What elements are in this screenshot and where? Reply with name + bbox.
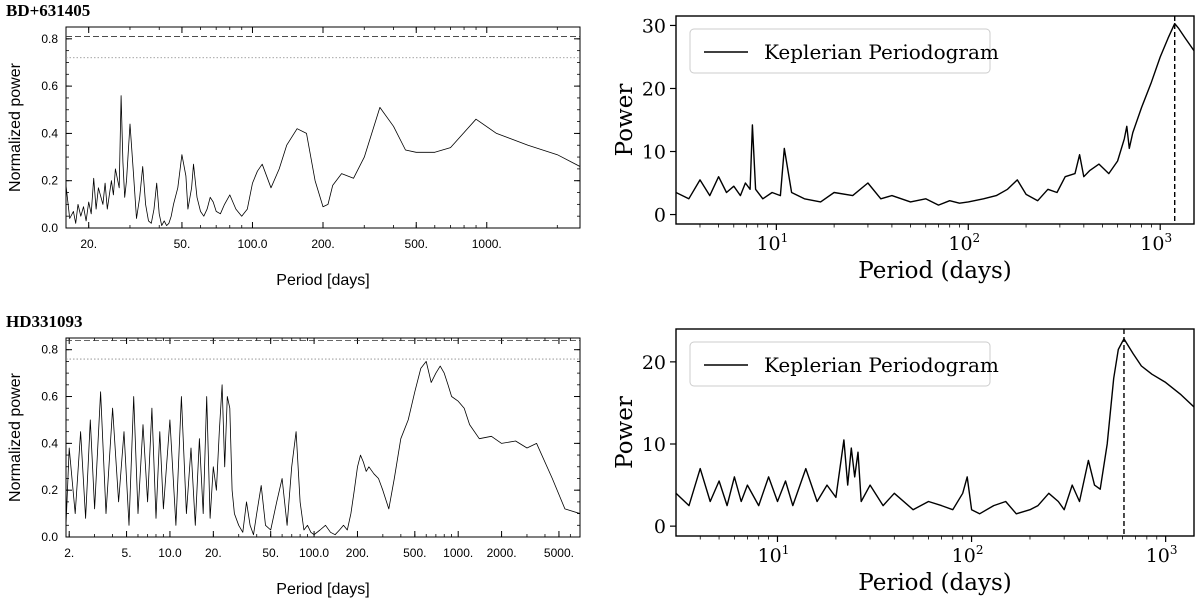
y-tick-label: 10: [642, 434, 666, 456]
x-tick-label: 102: [948, 231, 980, 255]
x-tick-base: 10: [756, 233, 780, 255]
y-tick-label: 0.2: [41, 174, 58, 188]
x-tick-label: 20.: [80, 237, 97, 251]
x-tick-label: 5000.: [544, 546, 574, 560]
y-tick-label: 0.8: [41, 343, 58, 357]
x-tick-label: 200.: [311, 237, 334, 251]
series-line-0: [66, 361, 580, 536]
series-line-0: [676, 338, 1194, 515]
x-tick-label: 102: [952, 543, 984, 567]
x-axis-label: Period [days]: [276, 272, 369, 289]
x-axis-label: Period (days): [858, 570, 1011, 596]
y-tick-label: 0.8: [41, 32, 58, 46]
plot-frame: [65, 337, 581, 538]
x-tick-label: 200.: [346, 546, 369, 560]
x-tick-label: 100.0: [237, 237, 267, 251]
x-tick-label: 2000.: [487, 546, 517, 560]
x-tick-label: 2.: [64, 546, 74, 560]
y-tick-label: 30: [642, 15, 666, 37]
y-tick-label: 10: [642, 142, 666, 164]
x-tick-exponent: 2: [973, 231, 981, 245]
chart-legend: Keplerian Periodogram: [689, 28, 999, 74]
x-tick-exponent: 2: [976, 543, 984, 557]
x-tick-label: 1000.: [472, 237, 502, 251]
x-tick-label: 10.0: [158, 546, 182, 560]
x-tick-label: 100.0: [299, 546, 329, 560]
series-line-0: [676, 22, 1194, 206]
y-tick-label: 0.6: [41, 390, 58, 404]
x-tick-label: 101: [758, 543, 790, 567]
y-axis-label: Normalized power: [7, 62, 24, 192]
x-tick-label: 101: [756, 231, 788, 255]
series-line-0: [66, 95, 580, 226]
legend-box: [689, 341, 991, 387]
chart-legend: Keplerian Periodogram: [689, 341, 999, 387]
y-axis-label: Normalized power: [7, 372, 24, 502]
plot-frame: [65, 26, 581, 229]
y-tick-label: 0.2: [41, 483, 58, 497]
x-tick-label: 500.: [403, 546, 426, 560]
y-tick-label: 20: [642, 78, 666, 100]
plot-frame: [675, 328, 1195, 537]
x-tick-base: 10: [1146, 545, 1170, 567]
x-tick-exponent: 3: [1164, 231, 1172, 245]
x-tick-exponent: 1: [782, 543, 790, 557]
chart-title: HD331093: [6, 312, 83, 331]
x-tick-base: 10: [758, 545, 782, 567]
y-tick-label: 0: [654, 516, 666, 538]
x-tick-label: 103: [1140, 231, 1172, 255]
x-tick-base: 10: [948, 233, 972, 255]
y-tick-label: 0.4: [41, 126, 58, 140]
x-tick-label: 20.: [205, 546, 222, 560]
legend-label: Keplerian Periodogram: [764, 40, 999, 64]
x-tick-label: 50.: [262, 546, 279, 560]
y-axis-label: Power: [612, 396, 638, 469]
x-tick-label: 5.: [122, 546, 132, 560]
chart-title: BD+631405: [6, 1, 90, 20]
y-axis-label: Power: [612, 84, 638, 157]
legend-box: [689, 28, 991, 74]
chart-panel-bottom-left: 2. 5. 10.0 20. 50. 100.0 200. 500. 1000. 2000. 500…: [6, 312, 581, 598]
x-tick-base: 10: [1140, 233, 1164, 255]
x-tick-exponent: 3: [1170, 543, 1178, 557]
chart-panel-top-left: 20. 50. 100.0 200. 500. 1000. 0.0 0.2 0.4 0.6 0.8 P…: [6, 1, 581, 289]
x-tick-label: 1000.: [443, 546, 473, 560]
x-tick-label: 500.: [405, 237, 428, 251]
plot-frame: [675, 15, 1195, 225]
x-axis-label: Period (days): [858, 258, 1011, 284]
x-tick-label: 50.: [174, 237, 191, 251]
x-tick-exponent: 1: [781, 231, 789, 245]
y-tick-label: 20: [642, 352, 666, 374]
x-axis-label: Period [days]: [276, 581, 369, 598]
y-tick-label: 0.0: [41, 221, 58, 235]
y-tick-label: 0.6: [41, 79, 58, 93]
y-tick-label: 0: [654, 205, 666, 227]
legend-label: Keplerian Periodogram: [764, 353, 999, 377]
x-tick-base: 10: [952, 545, 976, 567]
x-tick-label: 103: [1146, 543, 1178, 567]
y-tick-label: 0.4: [41, 436, 58, 450]
y-tick-label: 0.0: [41, 530, 58, 544]
